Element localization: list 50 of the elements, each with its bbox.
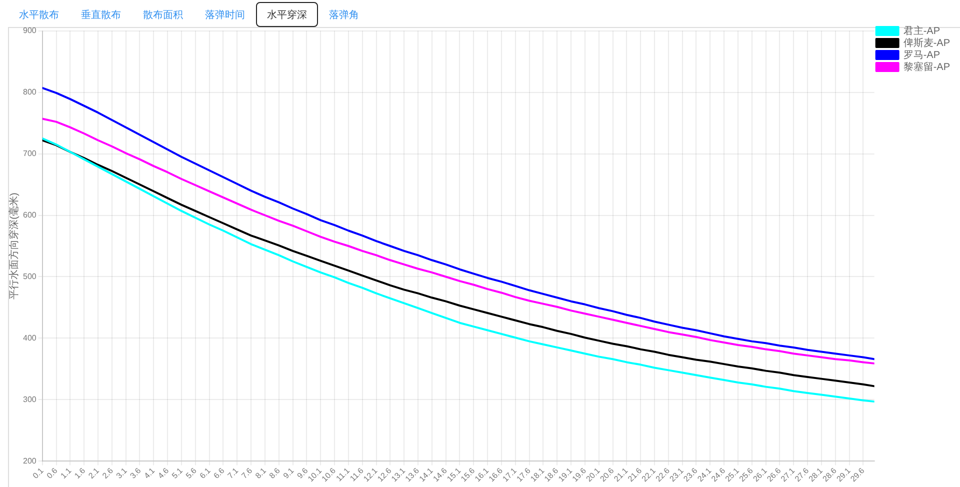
x-tick-label: 7.1	[226, 466, 240, 480]
x-tick-label: 18.1	[528, 466, 547, 484]
y-tick-label: 200	[22, 456, 37, 466]
x-tick-label: 15.1	[445, 466, 464, 484]
x-tick-label: 16.1	[473, 466, 491, 484]
legend-label: 黎塞留-AP	[903, 60, 950, 73]
x-tick-label: 1.1	[58, 466, 74, 480]
y-tick-label: 400	[22, 333, 37, 342]
text: 散布面积	[142, 9, 184, 23]
x-tick-label: 3.6	[128, 466, 144, 480]
x-tick-label: 3.1	[114, 466, 130, 480]
x-tick-label: 22.1	[640, 466, 658, 484]
y-tick-label: 700	[22, 148, 37, 158]
y-tick-label: 900	[22, 26, 37, 36]
text: 落弹时间	[204, 8, 246, 23]
legend-label: 君主-AP	[903, 24, 940, 37]
x-tick-label: 19.1	[556, 466, 574, 484]
chart-title: 水平穿深	[256, 2, 318, 27]
x-tick-label: 6.1	[198, 466, 213, 480]
y-tick-label: 800	[22, 87, 37, 96]
legend-label: 罗马-AP	[903, 50, 940, 61]
x-tick-label: 2.1	[86, 466, 102, 480]
y-axis-title: 平行水面方向穿深(毫米)	[8, 192, 20, 300]
x-tick-label: 4.6	[156, 466, 171, 480]
x-tick-label: 27.1	[779, 466, 797, 484]
text: 水平散布	[18, 8, 60, 23]
x-tick-label: 14.1	[417, 466, 436, 484]
x-tick-label: 8.6	[268, 466, 282, 480]
x-tick-label: 8.1	[254, 466, 268, 480]
x-tick-label: 13.1	[390, 466, 408, 484]
text: 垂直散布	[80, 8, 122, 23]
y-tick-label: 600	[22, 210, 37, 220]
x-tick-label: 7.6	[240, 466, 254, 480]
text: 落弹角	[328, 8, 360, 23]
x-tick-label: 4.1	[142, 466, 158, 480]
y-tick-label: 300	[22, 394, 37, 404]
x-tick-label: 28.1	[807, 466, 825, 484]
x-tick-label: 20.1	[584, 466, 602, 484]
x-tick-label: 5.6	[184, 466, 199, 480]
x-tick-label: 1.6	[72, 466, 88, 480]
x-tick-label: 17.1	[500, 466, 519, 484]
x-tick-label: 0.1	[31, 466, 46, 480]
x-tick-label: 0.6	[45, 466, 60, 480]
legend-label: 俾斯麦-AP	[903, 36, 950, 49]
x-tick-label: 6.6	[212, 466, 227, 480]
x-tick-label: 9.1	[282, 466, 296, 480]
x-tick-label: 25.1	[724, 466, 742, 484]
x-tick-label: 5.1	[170, 466, 185, 480]
y-tick-label: 500	[22, 272, 37, 281]
x-tick-label: 2.6	[100, 466, 116, 480]
